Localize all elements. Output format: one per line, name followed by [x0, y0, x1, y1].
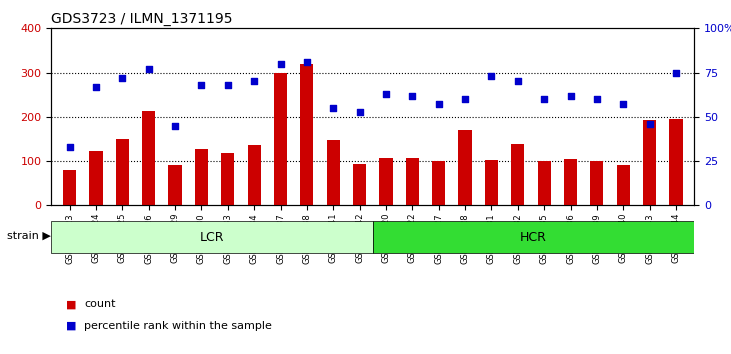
Bar [617, 166, 630, 205]
Point [327, 105, 339, 111]
Point [249, 79, 260, 84]
Point [670, 70, 682, 75]
Text: GDS3723 / ILMN_1371195: GDS3723 / ILMN_1371195 [51, 12, 232, 26]
Bar [115, 139, 129, 205]
FancyBboxPatch shape [51, 221, 373, 253]
Point [564, 93, 576, 98]
Bar [406, 158, 419, 205]
Point [485, 73, 497, 79]
Point [354, 109, 366, 114]
Bar [379, 158, 393, 205]
Bar [195, 149, 208, 205]
Text: percentile rank within the sample: percentile rank within the sample [84, 321, 272, 331]
Bar [63, 170, 76, 205]
Text: ■: ■ [66, 299, 76, 309]
Bar [537, 161, 550, 205]
Point [90, 84, 102, 90]
Bar [591, 161, 604, 205]
Bar [89, 152, 102, 205]
Bar [274, 73, 287, 205]
Bar [248, 145, 261, 205]
Bar [168, 166, 182, 205]
Text: ■: ■ [66, 321, 76, 331]
Bar [327, 140, 340, 205]
Point [380, 91, 392, 97]
Bar [353, 164, 366, 205]
Text: count: count [84, 299, 115, 309]
Bar [485, 160, 498, 205]
Text: HCR: HCR [520, 231, 547, 244]
Text: strain ▶: strain ▶ [7, 230, 51, 240]
Bar [458, 130, 471, 205]
Bar [511, 144, 524, 205]
Point [116, 75, 128, 81]
Point [644, 121, 656, 127]
Bar [564, 159, 577, 205]
Bar [643, 120, 656, 205]
Point [64, 144, 75, 150]
Point [170, 123, 181, 129]
FancyBboxPatch shape [373, 221, 694, 253]
Point [196, 82, 208, 88]
Point [433, 102, 444, 107]
Bar [142, 111, 155, 205]
Point [406, 93, 418, 98]
Point [538, 96, 550, 102]
Point [301, 59, 313, 65]
Point [275, 61, 287, 67]
Bar [300, 64, 314, 205]
Point [512, 79, 523, 84]
Text: LCR: LCR [200, 231, 224, 244]
Point [143, 66, 154, 72]
Bar [432, 161, 445, 205]
Point [222, 82, 234, 88]
Bar [670, 119, 683, 205]
Point [459, 96, 471, 102]
Bar [221, 153, 235, 205]
Point [591, 96, 603, 102]
Point [618, 102, 629, 107]
